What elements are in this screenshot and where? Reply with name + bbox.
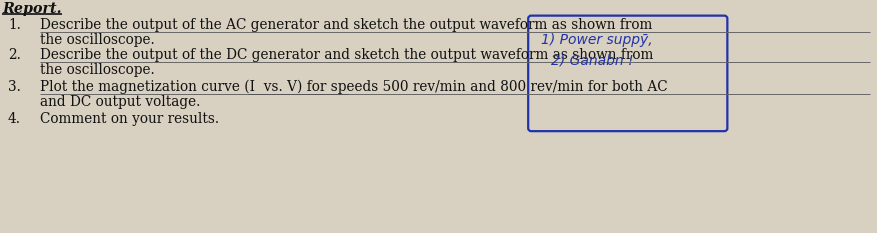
Text: Describe the output of the DC generator and sketch the output waveform as shown : Describe the output of the DC generator …	[40, 48, 652, 62]
Text: 3.: 3.	[8, 80, 21, 94]
Text: 1) Power suppȳ,: 1) Power suppȳ,	[540, 33, 652, 47]
Text: Plot the magnetization curve (I  vs. V) for speeds 500 rev/min and 800 rev/min f: Plot the magnetization curve (I vs. V) f…	[40, 80, 667, 94]
Text: 2) Ganabn !: 2) Ganabn !	[551, 54, 633, 68]
Text: Describe the output of the AC generator and sketch the output waveform as shown : Describe the output of the AC generator …	[40, 18, 652, 32]
Text: Comment on your results.: Comment on your results.	[40, 112, 219, 126]
Text: the oscilloscope.: the oscilloscope.	[40, 63, 154, 77]
Text: Report.: Report.	[2, 2, 61, 16]
Text: and DC output voltage.: and DC output voltage.	[40, 95, 200, 109]
Text: 2.: 2.	[8, 48, 21, 62]
Text: 1.: 1.	[8, 18, 21, 32]
Text: the oscilloscope.: the oscilloscope.	[40, 33, 154, 47]
Text: 4.: 4.	[8, 112, 21, 126]
